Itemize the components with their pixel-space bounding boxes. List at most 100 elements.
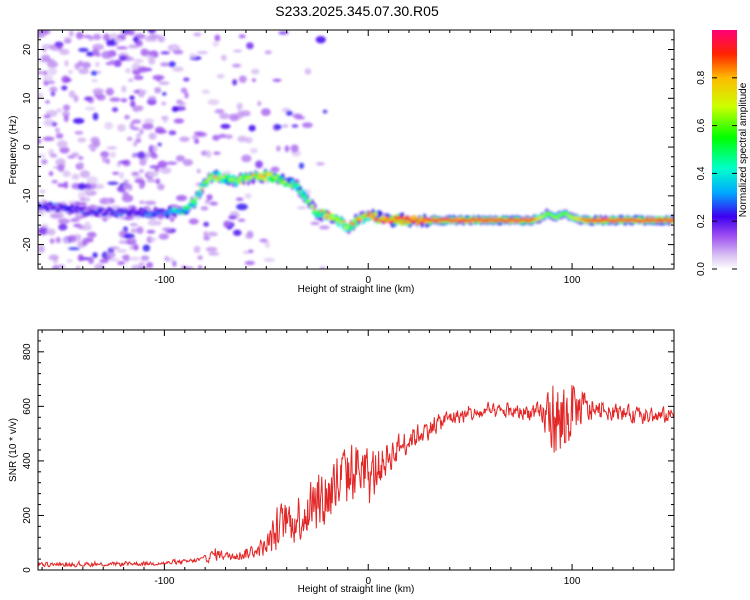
heatmap-cell: [49, 238, 55, 244]
heatmap-cell: [38, 92, 44, 99]
heatmap-cell: [216, 73, 225, 79]
heatmap-cell: [57, 218, 70, 225]
heatmap-cell: [280, 174, 285, 181]
colorbar-tick-label: 0.2: [696, 214, 707, 228]
heatmap-cell: [117, 124, 126, 132]
heatmap-cell: [549, 214, 554, 217]
heatmap-cell: [207, 178, 212, 181]
heatmap-cell: [90, 182, 97, 190]
heatmap-cell: [226, 180, 231, 183]
heatmap-cell: [139, 88, 144, 97]
heatmap-cell: [147, 219, 159, 226]
heatmap-cell: [216, 171, 222, 178]
heatmap-cell: [136, 226, 144, 234]
heatmap-cell: [60, 205, 65, 208]
heatmap-cell: [282, 124, 289, 128]
heatmap-cell: [84, 221, 91, 228]
heatmap-cell: [51, 180, 59, 184]
heatmap-cell: [163, 212, 168, 215]
heatmap-cell: [92, 43, 105, 51]
heatmap-cell: [150, 153, 158, 159]
heatmap-cell: [241, 175, 246, 178]
heatmap-cell: [121, 210, 126, 213]
heatmap-cell: [131, 154, 140, 158]
heatmap-cell: [102, 155, 107, 163]
heatmap-cell: [260, 178, 266, 181]
heatmap-cell: [133, 141, 138, 147]
heatmap-cell: [205, 246, 218, 253]
heatmap-cell: [135, 133, 142, 139]
heatmap-cell: [106, 199, 111, 205]
heatmap-cell: [124, 114, 130, 120]
heatmap-cell: [62, 237, 69, 244]
heatmap-cell: [140, 255, 150, 261]
heatmap-cell: [264, 50, 272, 55]
heatmap-cell: [89, 143, 100, 147]
heatmap-cell: [84, 182, 93, 191]
heatmap-cell: [207, 99, 220, 106]
heatmap-cell: [49, 153, 58, 158]
heatmap-cell: [70, 205, 75, 208]
snr-xlabel: Height of straight line (km): [298, 584, 415, 595]
spectrogram-xlabel: Height of straight line (km): [298, 284, 415, 295]
heatmap-cell: [160, 62, 170, 67]
heatmap-cell: [120, 98, 128, 103]
heatmap-cell: [199, 184, 205, 189]
y-tick-label: 0: [22, 144, 33, 150]
heatmap-cell: [298, 162, 305, 169]
heatmap-cell: [145, 214, 151, 217]
heatmap-cell: [220, 123, 231, 129]
heatmap-cell: [122, 183, 131, 190]
heatmap-cell: [146, 261, 154, 269]
heatmap-cell: [144, 200, 157, 205]
heatmap-cell: [143, 210, 148, 215]
heatmap-cell: [75, 31, 84, 40]
heatmap-cell: [62, 170, 71, 178]
heatmap-cell: [171, 106, 179, 113]
heatmap-cell: [301, 122, 313, 129]
heatmap-cell: [287, 184, 293, 187]
heatmap-cell: [220, 54, 227, 61]
heatmap-cell: [131, 171, 140, 176]
heatmap-cell: [79, 257, 91, 261]
heatmap-cell: [146, 229, 156, 234]
heatmap-cell: [43, 114, 51, 119]
y-tick-label: 600: [22, 398, 33, 415]
heatmap-cell: [77, 225, 84, 230]
heatmap-cell: [173, 49, 184, 55]
heatmap-cell: [370, 215, 376, 218]
heatmap-cell: [225, 134, 233, 139]
heatmap-cell: [77, 137, 87, 143]
heatmap-cell: [84, 106, 96, 111]
heatmap-cell: [166, 161, 178, 165]
heatmap-cell: [91, 78, 99, 83]
heatmap-cell: [146, 179, 156, 183]
heatmap-cell: [109, 97, 121, 102]
heatmap-cell: [123, 233, 135, 240]
heatmap-cell: [129, 237, 137, 243]
heatmap-cell: [219, 112, 230, 120]
heatmap-cell: [123, 179, 130, 183]
snr-ylabel: SNR (10 * v/v): [8, 418, 19, 482]
heatmap-cell: [202, 181, 207, 184]
heatmap-cell: [278, 31, 289, 35]
y-tick-label: 0: [22, 567, 33, 573]
heatmap-cell: [48, 202, 53, 205]
heatmap-cell: [284, 145, 290, 153]
heatmap-cell: [91, 48, 100, 56]
heatmap-cell: [185, 208, 190, 212]
heatmap-cell: [542, 213, 547, 216]
heatmap-cell: [339, 222, 344, 225]
heatmap-cell: [358, 218, 364, 221]
heatmap-cell: [178, 102, 187, 106]
heatmap-cell: [62, 110, 70, 118]
heatmap-cell: [77, 191, 86, 200]
heatmap-cell: [152, 145, 158, 153]
heatmap-cell: [57, 264, 65, 268]
heatmap-cell: [77, 161, 84, 169]
heatmap-cell: [45, 100, 50, 104]
heatmap-cell: [99, 207, 104, 210]
heatmap-cell: [47, 67, 58, 76]
heatmap-cell: [42, 74, 54, 82]
heatmap-cell: [141, 123, 154, 130]
